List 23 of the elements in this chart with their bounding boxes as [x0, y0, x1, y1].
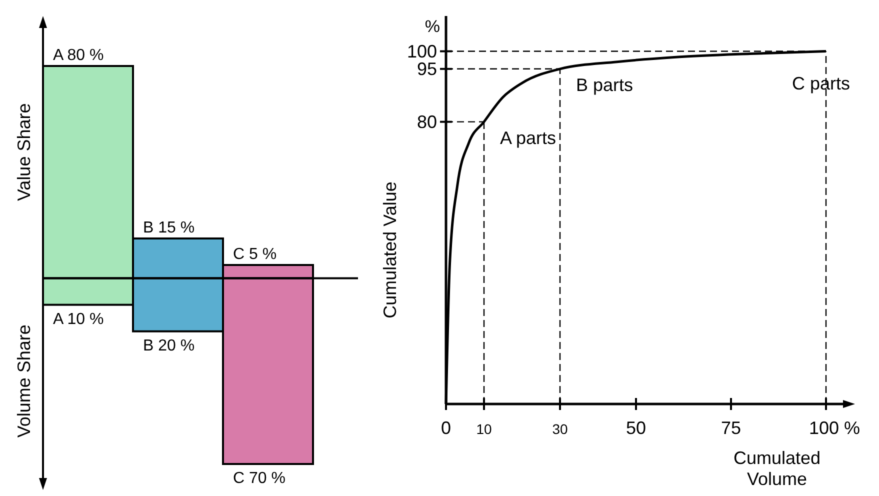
data-label: A 80 %: [53, 47, 104, 64]
x-tick-label: 10: [476, 421, 492, 437]
data-label: B 15 %: [143, 219, 195, 236]
y-axis-title: Cumulated Value: [380, 182, 400, 318]
data-label: A 10 %: [53, 310, 104, 328]
annotation: B parts: [576, 74, 634, 95]
text: Value Share: [14, 103, 34, 201]
data-label: C 5 %: [233, 246, 277, 263]
y-tick-label: 95: [416, 58, 437, 79]
x-tick-label: 100 %: [809, 418, 860, 438]
y-tick-label: 80: [416, 112, 437, 132]
text: %: [424, 17, 440, 36]
x-tick-label: 75: [720, 418, 742, 438]
x-tick-label: 50: [626, 418, 646, 438]
x-tick-label: 30: [552, 421, 568, 437]
x-axis-title: Cumulated Volume: [733, 448, 821, 489]
data-label: B 20 %: [143, 337, 195, 354]
annotation: A parts: [500, 128, 556, 148]
text: Volume Share: [14, 324, 34, 438]
y-tick-label: 100: [406, 41, 437, 62]
annotation: C parts: [792, 73, 850, 94]
x-tick-label: 0: [440, 418, 452, 438]
data-label: C 70 %: [233, 470, 286, 487]
